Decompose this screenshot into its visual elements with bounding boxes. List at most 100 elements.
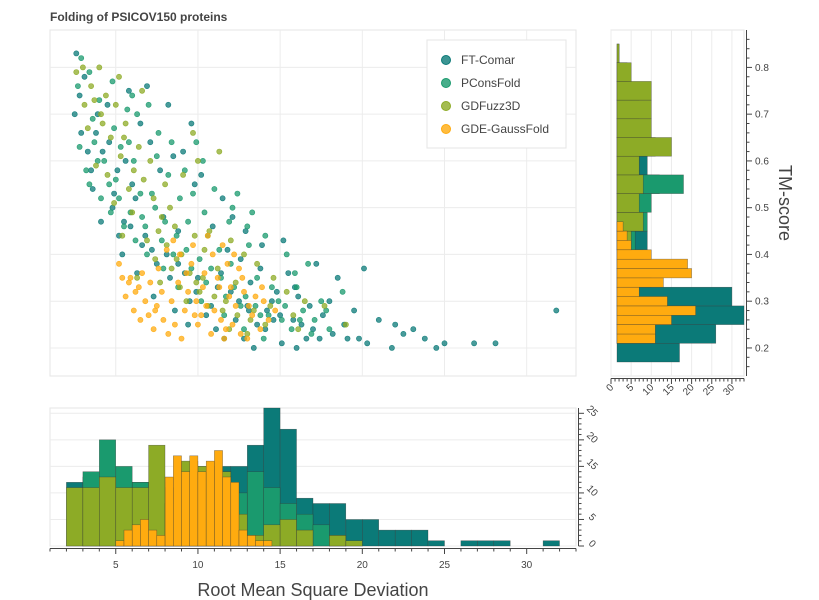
point-gde-gaussfold <box>150 326 157 333</box>
rmsd-count-tick-label: 20 <box>584 430 600 446</box>
point-gde-gaussfold <box>229 321 236 328</box>
tm-score-bar-gde-gaussfold <box>616 333 656 344</box>
rmsd-bar-gde-gaussfold <box>181 471 190 547</box>
rmsd-bar-gde-gaussfold <box>263 540 273 547</box>
point-ft-comar <box>127 223 134 230</box>
point-ft-comar <box>388 344 395 351</box>
rmsd-bar-gde-gaussfold <box>247 535 256 547</box>
point-pconsfold <box>107 209 114 216</box>
point-gde-gaussfold <box>147 279 154 286</box>
point-pconsfold <box>293 284 300 291</box>
rmsd-tick-label: 30 <box>521 560 533 571</box>
tm-score-count-tick-label: 30 <box>721 382 737 398</box>
tm-score-tick-label: 0.4 <box>755 250 769 261</box>
point-pconsfold <box>91 139 98 146</box>
tm-score-bar-gde-gaussfold <box>616 258 688 269</box>
rmsd-count-axis: 0 5 10 15 20 25 <box>578 404 600 550</box>
point-ft-comar <box>191 181 198 188</box>
point-ft-comar <box>254 321 260 328</box>
scatter-grid <box>50 30 576 376</box>
point-gdfuzz3d <box>211 293 218 300</box>
rmsd-bar-ft-comar <box>542 540 560 547</box>
rmsd-bar-ft-comar <box>394 529 412 547</box>
point-pconsfold <box>226 218 233 225</box>
rmsd-bar-gde-gaussfold <box>140 519 149 547</box>
tm-score-bar-gdfuzz3d <box>616 81 652 101</box>
point-pconsfold <box>288 326 295 333</box>
point-pconsfold <box>96 97 103 103</box>
point-gdfuzz3d <box>222 298 229 305</box>
point-gde-gaussfold <box>165 330 172 337</box>
point-gdfuzz3d <box>99 120 106 127</box>
rmsd-bar-gdfuzz3d <box>345 540 363 547</box>
point-gdfuzz3d <box>157 279 163 286</box>
point-ft-comar <box>259 242 265 248</box>
rmsd-bar-ft-comar <box>493 540 511 547</box>
point-gdfuzz3d <box>117 153 124 160</box>
point-gdfuzz3d <box>134 274 140 281</box>
point-gdfuzz3d <box>107 134 114 141</box>
point-ft-comar <box>167 274 173 281</box>
point-gdfuzz3d <box>88 83 94 89</box>
point-ft-comar <box>334 274 341 281</box>
rmsd-bar-gde-gaussfold <box>230 482 240 547</box>
point-gdfuzz3d <box>111 200 117 206</box>
point-ft-comar <box>278 340 285 347</box>
point-gde-gaussfold <box>194 321 201 328</box>
point-ft-comar <box>410 326 417 333</box>
rmsd-bar-pconsfold <box>312 524 330 547</box>
point-gde-gaussfold <box>188 260 195 267</box>
point-pconsfold <box>193 139 200 146</box>
point-ft-comar <box>293 344 300 351</box>
tm-score-count-tick-label: 10 <box>641 382 657 398</box>
point-ft-comar <box>137 120 144 127</box>
point-gde-gaussfold <box>260 298 267 305</box>
point-gdfuzz3d <box>270 274 277 281</box>
point-ft-comar <box>247 279 254 286</box>
point-gdfuzz3d <box>167 204 173 211</box>
point-gde-gaussfold <box>249 312 256 319</box>
point-ft-comar <box>139 242 145 248</box>
point-gde-gaussfold <box>208 330 214 337</box>
point-ft-comar <box>229 214 236 220</box>
point-ft-comar <box>78 129 85 136</box>
tm-score-bar-gde-gaussfold <box>616 286 640 297</box>
point-pconsfold <box>144 251 150 258</box>
point-pconsfold <box>124 106 131 113</box>
point-gdfuzz3d <box>98 111 104 118</box>
point-pconsfold <box>109 78 116 85</box>
point-pconsfold <box>300 307 306 314</box>
point-gde-gaussfold <box>139 270 145 276</box>
point-ft-comar <box>81 73 88 80</box>
point-pconsfold <box>145 101 152 108</box>
point-gdfuzz3d <box>173 256 180 262</box>
point-pconsfold <box>291 270 298 276</box>
point-pconsfold <box>260 335 267 342</box>
tm-score-tick-label: 0.6 <box>755 156 769 167</box>
point-ft-comar <box>185 321 191 328</box>
point-gde-gaussfold <box>272 307 279 314</box>
rmsd-bar-ft-comar <box>460 540 478 547</box>
point-ft-comar <box>148 246 155 253</box>
point-pconsfold <box>83 167 90 174</box>
point-ft-comar <box>351 307 357 314</box>
point-gdfuzz3d <box>162 181 168 188</box>
point-pconsfold <box>170 251 177 258</box>
tm-score-count-tick-label: 5 <box>625 382 637 394</box>
point-gde-gaussfold <box>155 265 162 272</box>
point-ft-comar <box>150 293 157 300</box>
point-gde-gaussfold <box>168 298 175 305</box>
point-gdfuzz3d <box>194 157 201 164</box>
tm-score-bar-ft-comar <box>616 343 680 363</box>
point-ft-comar <box>392 321 399 328</box>
point-pconsfold <box>125 139 132 146</box>
rmsd-bar-gdfuzz3d <box>66 487 84 547</box>
point-gdfuzz3d <box>290 312 297 319</box>
point-gdfuzz3d <box>241 251 247 258</box>
point-ft-comar <box>71 111 78 118</box>
rmsd-bar-gde-gaussfold <box>115 540 125 547</box>
point-pconsfold <box>176 195 183 202</box>
point-gdfuzz3d <box>84 125 91 132</box>
point-gde-gaussfold <box>142 298 149 305</box>
point-gdfuzz3d <box>193 279 200 286</box>
